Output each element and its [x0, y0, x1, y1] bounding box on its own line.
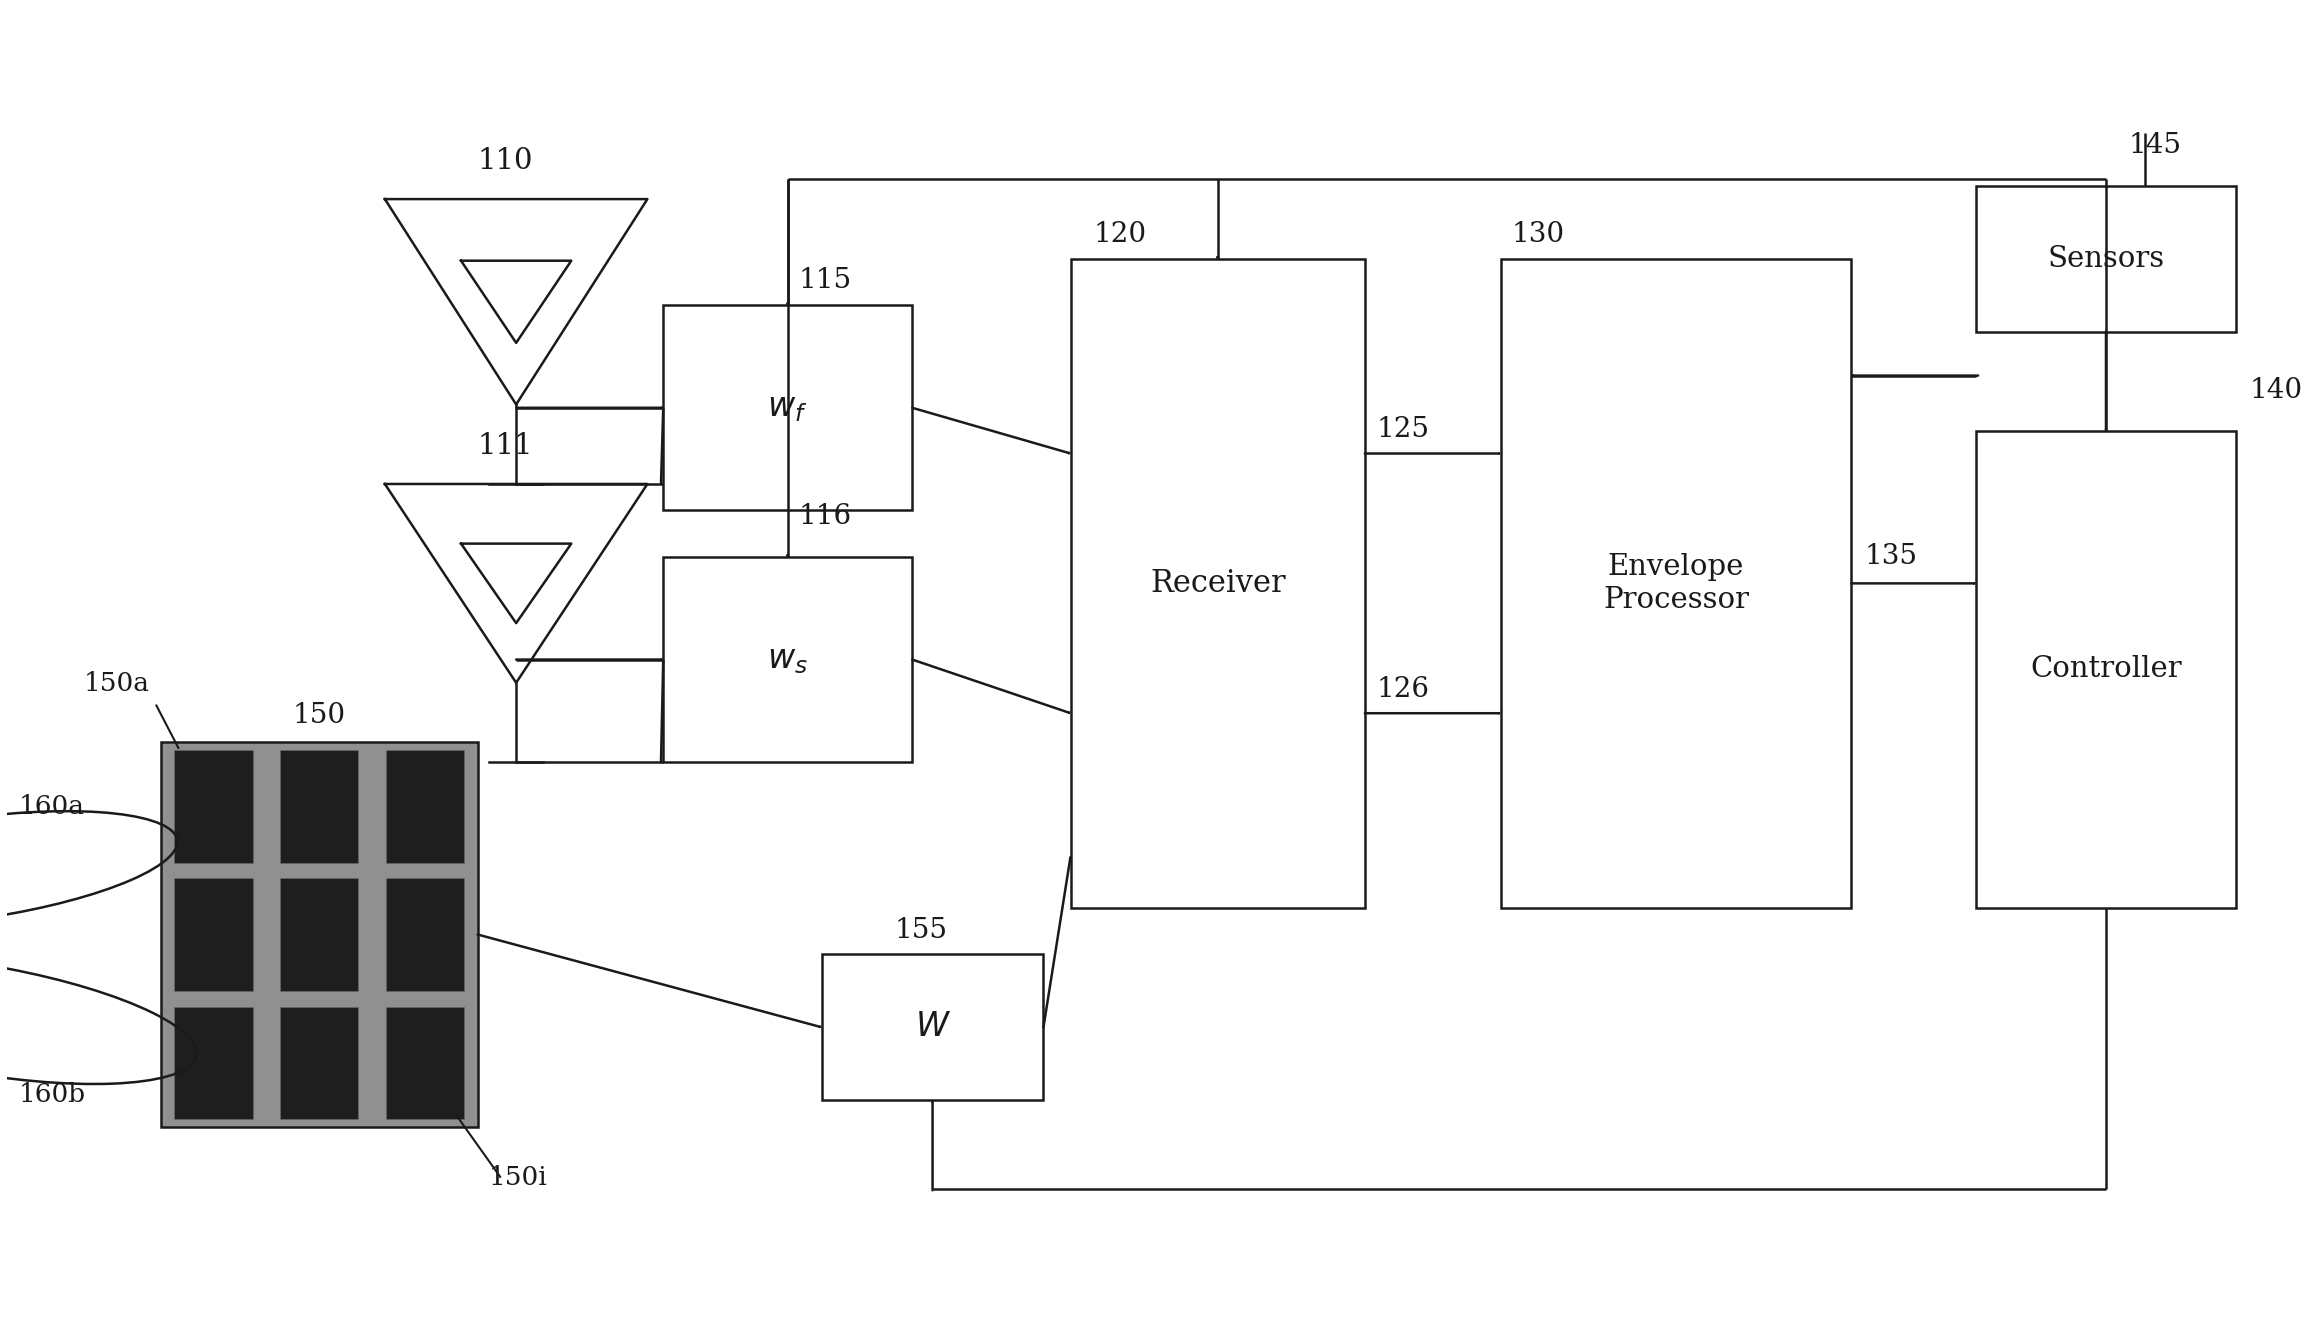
- Text: 120: 120: [1092, 221, 1145, 248]
- Text: 116: 116: [798, 503, 852, 530]
- Bar: [386, 878, 465, 991]
- Bar: [174, 1007, 252, 1118]
- Text: 145: 145: [2129, 133, 2182, 159]
- Text: $W$: $W$: [914, 1011, 951, 1043]
- Bar: [162, 742, 477, 1126]
- Bar: [280, 1007, 359, 1118]
- Bar: [174, 750, 252, 862]
- Text: $w_f$: $w_f$: [768, 392, 808, 423]
- Text: 155: 155: [896, 917, 949, 944]
- Text: 126: 126: [1377, 676, 1430, 703]
- Text: 111: 111: [477, 432, 532, 461]
- Text: Receiver: Receiver: [1150, 568, 1287, 599]
- Bar: [821, 955, 1044, 1101]
- Text: 140: 140: [2249, 378, 2302, 404]
- Bar: [1976, 431, 2235, 908]
- Text: Envelope
Processor: Envelope Processor: [1604, 553, 1749, 613]
- Text: 135: 135: [1865, 544, 1918, 570]
- Bar: [1499, 258, 1851, 908]
- Bar: [664, 557, 912, 762]
- Text: 115: 115: [798, 268, 852, 295]
- Bar: [174, 878, 252, 991]
- Text: 160a: 160a: [19, 794, 83, 819]
- Text: 130: 130: [1511, 221, 1564, 248]
- Bar: [1976, 186, 2235, 332]
- Text: 150i: 150i: [488, 1165, 548, 1190]
- Text: 125: 125: [1377, 416, 1430, 443]
- Bar: [386, 1007, 465, 1118]
- Bar: [280, 878, 359, 991]
- Text: $w_s$: $w_s$: [768, 644, 808, 676]
- Bar: [386, 750, 465, 862]
- Text: 110: 110: [477, 147, 532, 175]
- Bar: [280, 750, 359, 862]
- Bar: [1071, 258, 1365, 908]
- Text: 160b: 160b: [19, 1082, 86, 1107]
- Text: 150a: 150a: [83, 671, 150, 696]
- Text: 150: 150: [292, 702, 345, 730]
- Bar: [664, 305, 912, 510]
- Text: Sensors: Sensors: [2048, 245, 2164, 273]
- Text: Controller: Controller: [2029, 656, 2182, 683]
